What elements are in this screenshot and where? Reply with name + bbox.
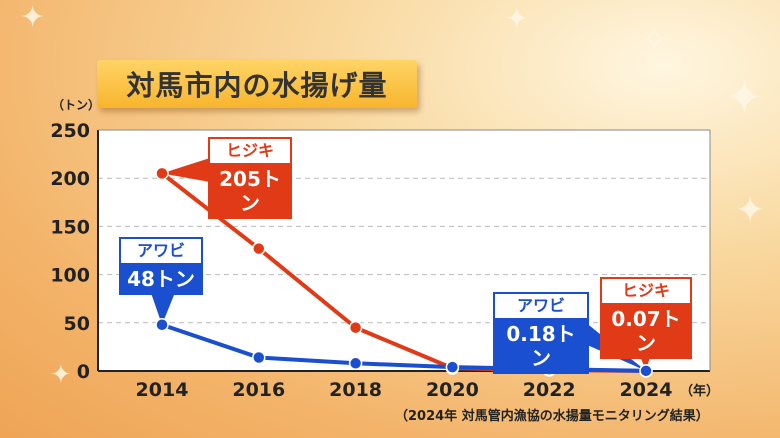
callout-value: 0.07トン [600, 303, 692, 359]
y-tick-label: 50 [64, 313, 90, 335]
callout-hijiki-2014: ヒジキ 205トン [208, 137, 292, 219]
callout-pointer [150, 290, 176, 325]
sparkle-icon: ✦ [725, 70, 764, 124]
y-unit-label: （トン） [52, 98, 101, 112]
x-tick-label: 2018 [329, 379, 382, 401]
y-tick-label: 250 [50, 120, 90, 142]
callout-pointer [162, 158, 210, 182]
x-tick-label: 2020 [426, 379, 479, 401]
callout-awabi-2014: アワビ 48トン [119, 237, 203, 295]
data-point [445, 360, 460, 374]
callout-series-name: ヒジキ [600, 277, 692, 303]
x-tick-label: 2022 [523, 379, 576, 401]
y-tick-label: 0 [77, 361, 90, 383]
callout-value: 205トン [208, 163, 292, 219]
sparkle-icon: ✦ [735, 190, 766, 231]
data-point [639, 364, 653, 378]
sparkle-icon: ✧ [640, 20, 669, 60]
sparkle-icon: ✦ [505, 2, 529, 35]
sparkle-icon: ✦ [50, 360, 72, 390]
chart-title: 対馬市内の水揚げ量 [126, 69, 388, 102]
callout-awabi-2024: アワビ 0.18トン [493, 292, 589, 374]
x-tick-label: 2016 [232, 379, 285, 401]
sparkle-icon: ✦ [20, 0, 46, 35]
y-tick-label: 150 [50, 216, 90, 238]
data-point [252, 241, 266, 256]
callout-value: 0.18トン [493, 318, 589, 374]
source-note: （2024年 対馬管内漁協の水揚量モニタリング結果） [395, 409, 709, 424]
x-tick-label: 2014 [136, 379, 189, 401]
y-tick-label: 100 [50, 265, 90, 287]
x-unit-label: （年） [680, 384, 720, 399]
data-point [155, 317, 169, 332]
callout-series-name: ヒジキ [208, 137, 292, 163]
title-banner: 対馬市内の水揚げ量 [97, 60, 417, 108]
callout-series-name: アワビ [119, 237, 203, 263]
data-point [252, 350, 266, 365]
callout-series-name: アワビ [493, 292, 589, 318]
x-tick-label: 2024 [620, 379, 673, 401]
y-tick-label: 200 [50, 168, 90, 190]
data-point [348, 320, 363, 335]
callout-value: 48トン [119, 263, 203, 295]
callout-hijiki-2024: ヒジキ 0.07トン [600, 277, 692, 359]
data-point [348, 356, 363, 371]
data-point [155, 166, 169, 181]
